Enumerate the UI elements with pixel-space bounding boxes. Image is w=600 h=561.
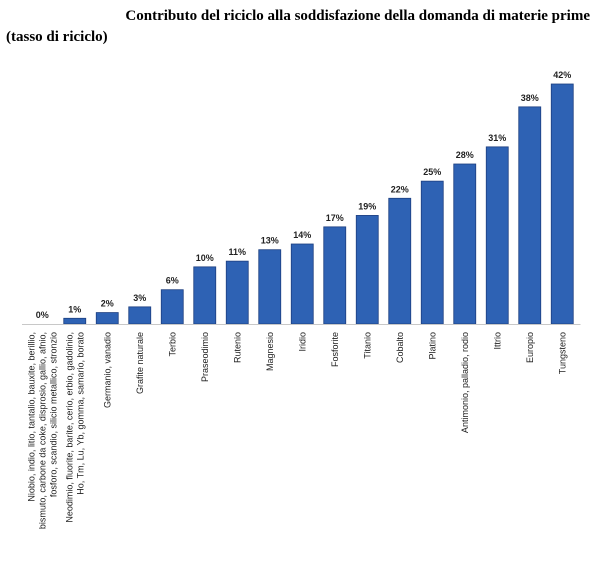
bar-9	[323, 226, 347, 325]
bar-16	[550, 83, 574, 325]
category-label-6: Rutenio	[232, 332, 242, 363]
category-label-3: Grafite naturale	[135, 332, 145, 394]
category-label-11-line-0: Cobalto	[395, 332, 405, 363]
bar-12	[420, 180, 444, 325]
category-label-10: Titanio	[362, 332, 372, 359]
value-label-13: 28%	[456, 150, 474, 160]
bars-group	[63, 83, 574, 325]
chart-title-line-1: Contributo del riciclo alla soddisfazion…	[125, 8, 590, 24]
category-label-12-line-0: Platino	[427, 332, 437, 360]
value-label-3: 3%	[133, 293, 146, 303]
value-label-9: 17%	[326, 213, 344, 223]
category-label-15-line-0: Europio	[525, 332, 535, 363]
category-label-1: Neodimio, fluorite, barite, cerio, erbio…	[64, 332, 85, 523]
category-label-15: Europio	[525, 332, 535, 363]
value-label-1: 1%	[68, 304, 81, 314]
chart-title: Contributo del riciclo alla soddisfazion…	[6, 6, 590, 48]
category-label-9: Fosforite	[330, 332, 340, 367]
category-label-7-line-0: Magnesio	[265, 332, 275, 371]
bar-6	[225, 260, 249, 325]
value-label-10: 19%	[358, 201, 376, 211]
category-label-0-line-2: fosforo, scandio, silicio metallico, str…	[48, 332, 58, 497]
bar-15	[518, 106, 542, 325]
category-label-14: Ittrio	[492, 332, 502, 350]
value-label-2: 2%	[101, 299, 114, 309]
category-label-4-line-0: Terbio	[167, 332, 177, 357]
bar-4	[160, 289, 184, 325]
category-label-4: Terbio	[167, 332, 177, 357]
bar-13	[453, 163, 477, 325]
value-label-12: 25%	[423, 167, 441, 177]
category-label-0: Niobio, indio, litio, tantalio, bauxite,…	[26, 332, 58, 529]
category-label-16: Tungsteno	[557, 332, 567, 374]
value-label-7: 13%	[261, 236, 279, 246]
category-label-1-line-0: Neodimio, fluorite, barite, cerio, erbio…	[64, 332, 74, 523]
value-label-8: 14%	[293, 230, 311, 240]
category-label-2-line-0: Germanio, vanadio	[102, 332, 112, 408]
category-label-0-line-1: bismuto, carbone da coke, disprosio, gal…	[37, 332, 47, 529]
value-label-15: 38%	[521, 93, 539, 103]
category-label-14-line-0: Ittrio	[492, 332, 502, 350]
bar-5	[193, 266, 217, 325]
category-label-11: Cobalto	[395, 332, 405, 363]
category-labels-group: Niobio, indio, litio, tantalio, bauxite,…	[26, 332, 567, 529]
value-label-5: 10%	[196, 253, 214, 263]
bar-8	[290, 243, 314, 325]
category-label-9-line-0: Fosforite	[330, 332, 340, 367]
category-label-1-line-1: Ho, Tm, Lu, Yb, gomma, samario, borato	[75, 332, 85, 495]
value-label-11: 22%	[391, 184, 409, 194]
value-label-0: 0%	[36, 310, 49, 320]
category-label-2: Germanio, vanadio	[102, 332, 112, 408]
bar-10	[355, 215, 379, 325]
value-label-4: 6%	[166, 276, 179, 286]
value-label-6: 11%	[228, 247, 246, 257]
category-label-13-line-0: Antimonio, palladio, rodio	[460, 332, 470, 433]
category-label-5: Praseodimio	[200, 332, 210, 382]
category-label-6-line-0: Rutenio	[232, 332, 242, 363]
value-label-14: 31%	[488, 133, 506, 143]
value-label-16: 42%	[553, 70, 571, 80]
chart-title-line-2: (tasso di riciclo)	[6, 29, 108, 45]
category-label-10-line-0: Titanio	[362, 332, 372, 359]
value-labels-group: 0% 1% 2% 3% 6% 10% 11% 13% 14% 17% 19% 22% 25% 28% 31%…	[36, 70, 572, 320]
category-label-8: Iridio	[297, 332, 307, 352]
category-label-7: Magnesio	[265, 332, 275, 371]
category-label-13: Antimonio, palladio, rodio	[460, 332, 470, 433]
category-label-0-line-0: Niobio, indio, litio, tantalio, bauxite,…	[26, 332, 36, 502]
category-label-8-line-0: Iridio	[297, 332, 307, 352]
bar-2	[95, 312, 119, 325]
category-label-16-line-0: Tungsteno	[557, 332, 567, 374]
bar-14	[485, 146, 509, 325]
bar-11	[388, 197, 412, 325]
bar-1	[63, 317, 87, 325]
category-label-12: Platino	[427, 332, 437, 360]
bar-7	[258, 249, 282, 325]
bar-3	[128, 306, 152, 325]
category-label-3-line-0: Grafite naturale	[135, 332, 145, 394]
category-label-5-line-0: Praseodimio	[200, 332, 210, 382]
